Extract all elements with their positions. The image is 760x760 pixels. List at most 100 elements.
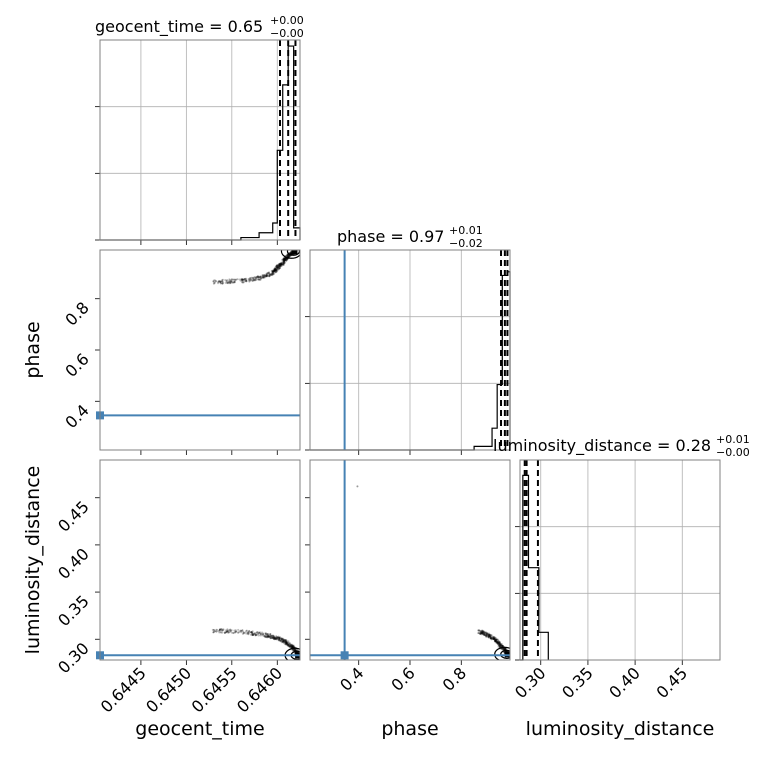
sample-point	[501, 648, 504, 651]
axes-frame	[309, 459, 511, 661]
sample-point	[273, 269, 276, 272]
sample-point	[242, 632, 245, 635]
sample-point	[493, 636, 496, 639]
sample-point	[487, 635, 490, 638]
sample-point	[481, 630, 484, 633]
axes-frame	[99, 249, 301, 451]
sample-point	[229, 281, 232, 284]
sample-point	[221, 631, 224, 634]
sample-point	[234, 631, 237, 634]
sample-point	[289, 644, 292, 647]
sample-point	[494, 640, 497, 643]
sample-point	[284, 638, 287, 641]
sample-point	[489, 637, 492, 640]
sample-point	[501, 644, 504, 647]
sample-point	[279, 263, 282, 266]
sample-point	[281, 261, 284, 264]
sample-point	[245, 280, 248, 283]
sample-point	[271, 270, 274, 273]
sample-point	[257, 276, 260, 279]
sample-point	[282, 259, 285, 262]
sample-point	[279, 639, 282, 642]
sample-point	[485, 634, 488, 637]
sample-point	[292, 645, 295, 648]
sample-point	[270, 273, 273, 276]
sample-point	[487, 633, 490, 636]
sample-point	[266, 274, 269, 277]
sample-point	[241, 280, 244, 283]
sample-point	[228, 278, 231, 281]
sample-point	[490, 637, 493, 640]
sample-point	[498, 645, 501, 648]
sample-point	[254, 278, 257, 281]
sample-point	[273, 269, 276, 272]
sample-point	[253, 276, 256, 279]
sample-point	[214, 280, 217, 283]
sample-point	[492, 636, 495, 639]
sample-point	[269, 633, 272, 636]
sample-point	[282, 259, 285, 262]
sample-point	[234, 280, 237, 283]
sample-point	[255, 633, 258, 636]
sample-point	[264, 633, 267, 636]
sample-point	[230, 280, 233, 283]
sample-point	[481, 632, 484, 635]
sample-point	[287, 254, 290, 257]
sample-point	[252, 278, 255, 281]
sample-point	[296, 649, 299, 652]
sample-point	[273, 638, 276, 641]
sample-point	[481, 633, 484, 636]
sample-point	[278, 266, 281, 269]
sample-point	[241, 629, 244, 632]
sample-point	[293, 649, 296, 652]
sample-point	[498, 641, 501, 644]
sample-point	[495, 641, 498, 644]
sample-point	[481, 631, 484, 634]
sample-point	[283, 639, 286, 642]
sample-point	[241, 629, 244, 632]
sample-point	[493, 640, 496, 643]
sample-point	[278, 638, 281, 641]
sample-point	[270, 636, 273, 639]
sample-point	[231, 281, 234, 284]
sample-point	[279, 640, 282, 643]
sample-point	[279, 639, 282, 642]
sample-point	[489, 635, 492, 638]
sample-point	[274, 268, 277, 271]
sample-point	[497, 643, 500, 646]
sample-point	[277, 263, 280, 266]
sample-point	[274, 268, 277, 271]
sample-point	[232, 631, 235, 634]
sample-point	[491, 636, 494, 639]
sample-point	[281, 640, 284, 643]
sample-point	[501, 644, 504, 647]
sample-point	[218, 628, 221, 631]
sample-point	[282, 258, 285, 261]
sample-point	[497, 641, 500, 644]
sample-point	[285, 258, 288, 261]
sample-point	[489, 637, 492, 640]
sample-point	[290, 645, 293, 648]
sample-point	[283, 262, 286, 265]
sample-point	[289, 645, 292, 648]
sample-point	[251, 634, 254, 637]
sample-point	[499, 644, 502, 647]
sample-point	[282, 640, 285, 643]
sample-point	[272, 634, 275, 637]
sample-point	[283, 257, 286, 260]
sample-point	[286, 258, 289, 261]
sample-point	[249, 278, 252, 281]
sample-point	[480, 632, 483, 635]
sample-point	[227, 629, 230, 632]
sample-point	[252, 278, 255, 281]
sample-point	[249, 633, 252, 636]
sample-point	[485, 635, 488, 638]
sample-point	[279, 264, 282, 267]
sample-point	[277, 267, 280, 270]
sample-point	[258, 278, 261, 281]
sample-point	[241, 278, 244, 281]
sample-point	[245, 632, 248, 635]
sample-point	[285, 641, 288, 644]
sample-point	[234, 629, 237, 632]
sample-point	[273, 269, 276, 272]
